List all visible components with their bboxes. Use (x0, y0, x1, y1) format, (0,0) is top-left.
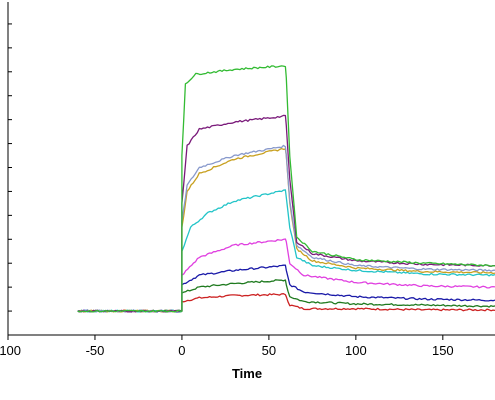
x-axis-title: Time (232, 366, 262, 381)
axes: -100 -50 0 50 100 150 (0, 2, 495, 358)
x-tick-label: -100 (0, 343, 21, 358)
plot-area (77, 65, 495, 313)
x-tick-label: 50 (262, 343, 276, 358)
series-line-1 (77, 293, 495, 313)
series-line-6 (77, 147, 495, 313)
x-tick-label: 0 (178, 343, 185, 358)
series-line-5 (77, 189, 495, 313)
x-tick-label: -50 (86, 343, 105, 358)
x-tick-label: 150 (432, 343, 454, 358)
series-line-9 (77, 65, 495, 313)
x-tick-label: 100 (345, 343, 367, 358)
series-line-4 (77, 238, 495, 313)
